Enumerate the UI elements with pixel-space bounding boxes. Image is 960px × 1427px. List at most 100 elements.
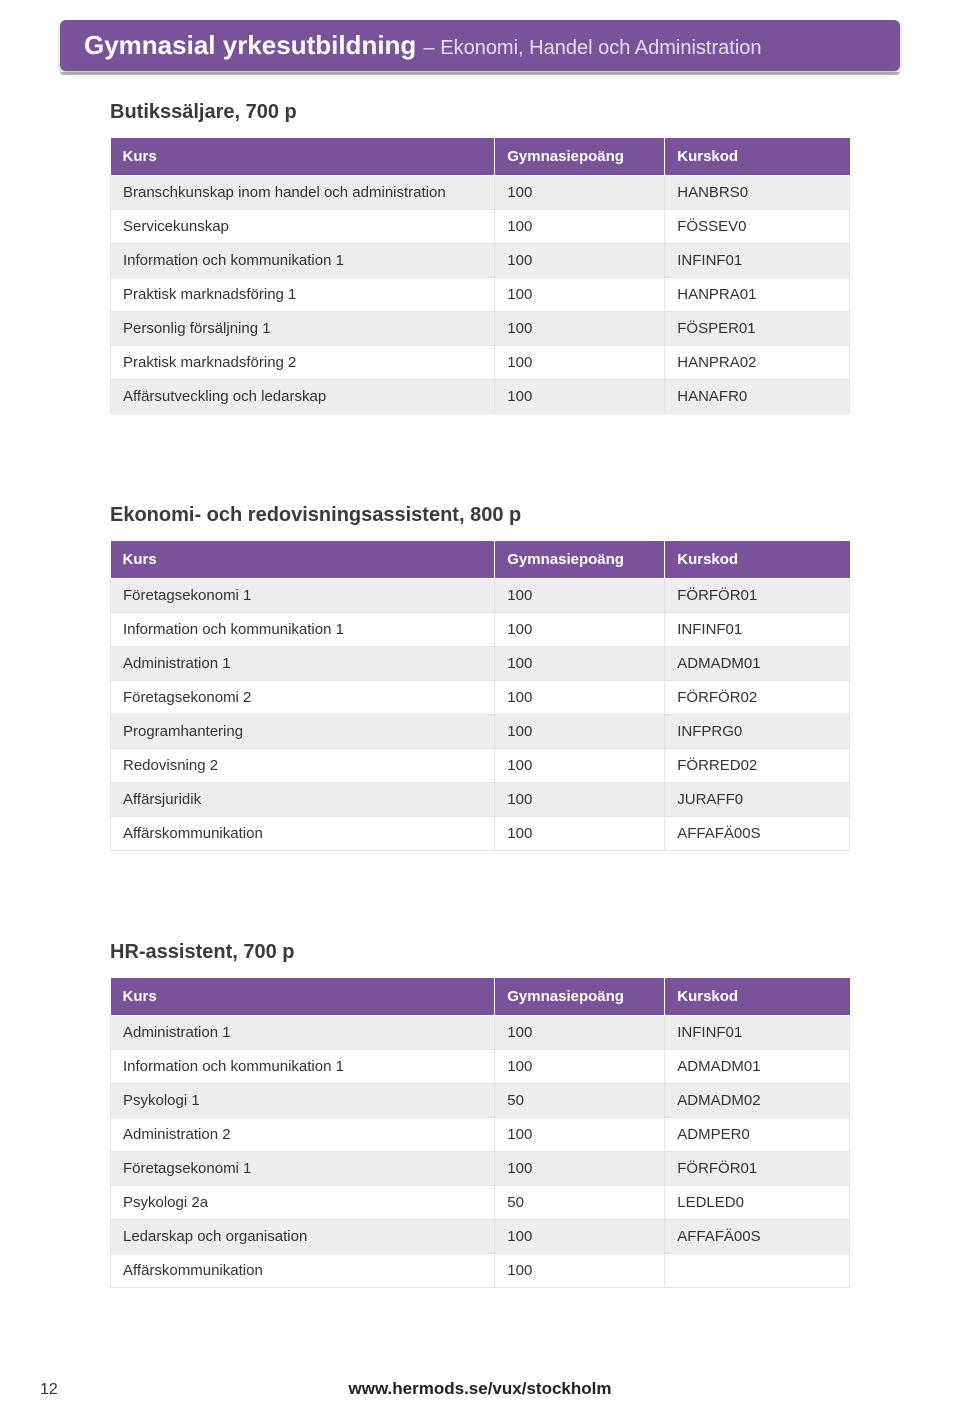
- table-row: Programhantering100INFPRG0: [111, 715, 850, 749]
- course-table: Kurs Gymnasiepoäng Kurskod Branschkunska…: [110, 138, 850, 414]
- cell-poang: 100: [495, 681, 665, 715]
- table-header-kurs: Kurs: [111, 978, 495, 1016]
- cell-kod: INFINF01: [665, 244, 850, 278]
- cell-kod: FÖSPER01: [665, 312, 850, 346]
- table-row: Administration 1100ADMADM01: [111, 647, 850, 681]
- cell-kod: ADMADM02: [665, 1084, 850, 1118]
- table-row: Personlig försäljning 1100FÖSPER01: [111, 312, 850, 346]
- cell-kod: AFFAFÄ00S: [665, 1220, 850, 1254]
- cell-kod: HANPRA02: [665, 346, 850, 380]
- table-header-kod: Kurskod: [665, 138, 850, 176]
- table-header-kurs: Kurs: [111, 138, 495, 176]
- cell-kod: FÖRRED02: [665, 749, 850, 783]
- table-row: Servicekunskap100FÖSSEV0: [111, 210, 850, 244]
- cell-poang: 50: [495, 1084, 665, 1118]
- cell-kod: HANBRS0: [665, 176, 850, 210]
- cell-poang: 100: [495, 176, 665, 210]
- cell-kurs: Servicekunskap: [111, 210, 495, 244]
- cell-poang: 100: [495, 1118, 665, 1152]
- course-table: Kurs Gymnasiepoäng Kurskod Administratio…: [110, 978, 850, 1288]
- table-row: Psykologi 150ADMADM02: [111, 1084, 850, 1118]
- table-row: Praktisk marknadsföring 1100HANPRA01: [111, 278, 850, 312]
- cell-kod: HANAFR0: [665, 380, 850, 414]
- cell-kod: INFINF01: [665, 613, 850, 647]
- cell-kod: AFFAFÄ00S: [665, 817, 850, 851]
- section-title: Butikssäljare, 700 p: [110, 101, 850, 124]
- cell-kurs: Ledarskap och organisation: [111, 1220, 495, 1254]
- cell-kurs: Praktisk marknadsföring 2: [111, 346, 495, 380]
- cell-kurs: Administration 2: [111, 1118, 495, 1152]
- table-row: Redovisning 2100FÖRRED02: [111, 749, 850, 783]
- banner-title: Gymnasial yrkesutbildning: [84, 30, 416, 60]
- table-row: Företagsekonomi 1100FÖRFÖR01: [111, 579, 850, 613]
- cell-kod: FÖRFÖR02: [665, 681, 850, 715]
- cell-kurs: Administration 1: [111, 647, 495, 681]
- section-hr-assistent: HR-assistent, 700 p Kurs Gymnasiepoäng K…: [110, 941, 850, 1288]
- cell-kurs: Information och kommunikation 1: [111, 613, 495, 647]
- cell-poang: 100: [495, 647, 665, 681]
- cell-kod: [665, 1254, 850, 1288]
- cell-kod: ADMPER0: [665, 1118, 850, 1152]
- cell-kod: HANPRA01: [665, 278, 850, 312]
- table-row: Affärsjuridik100JURAFF0: [111, 783, 850, 817]
- cell-kod: FÖRFÖR01: [665, 579, 850, 613]
- cell-kod: ADMADM01: [665, 1050, 850, 1084]
- cell-kod: INFPRG0: [665, 715, 850, 749]
- cell-kurs: Branschkunskap inom handel och administr…: [111, 176, 495, 210]
- cell-poang: 100: [495, 1050, 665, 1084]
- cell-poang: 100: [495, 715, 665, 749]
- cell-kurs: Praktisk marknadsföring 1: [111, 278, 495, 312]
- table-row: Administration 1100INFINF01: [111, 1016, 850, 1050]
- cell-kurs: Företagsekonomi 1: [111, 1152, 495, 1186]
- cell-kod: LEDLED0: [665, 1186, 850, 1220]
- section-butikssaljare: Butikssäljare, 700 p Kurs Gymnasiepoäng …: [110, 101, 850, 414]
- cell-kurs: Psykologi 2a: [111, 1186, 495, 1220]
- table-row: Affärskommunikation100: [111, 1254, 850, 1288]
- cell-kod: INFINF01: [665, 1016, 850, 1050]
- cell-kurs: Affärsutveckling och ledarskap: [111, 380, 495, 414]
- cell-kod: FÖSSEV0: [665, 210, 850, 244]
- table-row: Företagsekonomi 2100FÖRFÖR02: [111, 681, 850, 715]
- cell-kurs: Administration 1: [111, 1016, 495, 1050]
- table-row: Administration 2100ADMPER0: [111, 1118, 850, 1152]
- table-header-kurs: Kurs: [111, 541, 495, 579]
- cell-poang: 100: [495, 312, 665, 346]
- course-table: Kurs Gymnasiepoäng Kurskod Företagsekono…: [110, 541, 850, 851]
- cell-kurs: Företagsekonomi 2: [111, 681, 495, 715]
- cell-poang: 100: [495, 1152, 665, 1186]
- cell-poang: 100: [495, 244, 665, 278]
- cell-poang: 100: [495, 1220, 665, 1254]
- table-row: Branschkunskap inom handel och administr…: [111, 176, 850, 210]
- cell-kurs: Affärskommunikation: [111, 817, 495, 851]
- table-row: Företagsekonomi 1100FÖRFÖR01: [111, 1152, 850, 1186]
- cell-poang: 100: [495, 817, 665, 851]
- cell-poang: 100: [495, 613, 665, 647]
- table-row: Information och kommunikation 1100ADMADM…: [111, 1050, 850, 1084]
- cell-kurs: Redovisning 2: [111, 749, 495, 783]
- cell-kod: FÖRFÖR01: [665, 1152, 850, 1186]
- banner-subtitle: – Ekonomi, Handel och Administration: [424, 37, 762, 59]
- section-title: HR-assistent, 700 p: [110, 941, 850, 964]
- cell-kurs: Företagsekonomi 1: [111, 579, 495, 613]
- table-row: Information och kommunikation 1100INFINF…: [111, 244, 850, 278]
- section-title: Ekonomi- och redovisningsassistent, 800 …: [110, 504, 850, 527]
- page-number: 12: [40, 1381, 58, 1399]
- cell-kurs: Affärskommunikation: [111, 1254, 495, 1288]
- cell-kod: ADMADM01: [665, 647, 850, 681]
- table-row: Ledarskap och organisation100AFFAFÄ00S: [111, 1220, 850, 1254]
- cell-poang: 100: [495, 278, 665, 312]
- cell-poang: 100: [495, 1254, 665, 1288]
- table-row: Psykologi 2a50LEDLED0: [111, 1186, 850, 1220]
- cell-kod: JURAFF0: [665, 783, 850, 817]
- table-header-poang: Gymnasiepoäng: [495, 138, 665, 176]
- table-row: Affärskommunikation100AFFAFÄ00S: [111, 817, 850, 851]
- table-row: Information och kommunikation 1100INFINF…: [111, 613, 850, 647]
- cell-kurs: Programhantering: [111, 715, 495, 749]
- table-header-kod: Kurskod: [665, 541, 850, 579]
- cell-poang: 100: [495, 346, 665, 380]
- table-header-poang: Gymnasiepoäng: [495, 541, 665, 579]
- table-header-poang: Gymnasiepoäng: [495, 978, 665, 1016]
- cell-kurs: Psykologi 1: [111, 1084, 495, 1118]
- cell-poang: 100: [495, 749, 665, 783]
- table-row: Affärsutveckling och ledarskap100HANAFR0: [111, 380, 850, 414]
